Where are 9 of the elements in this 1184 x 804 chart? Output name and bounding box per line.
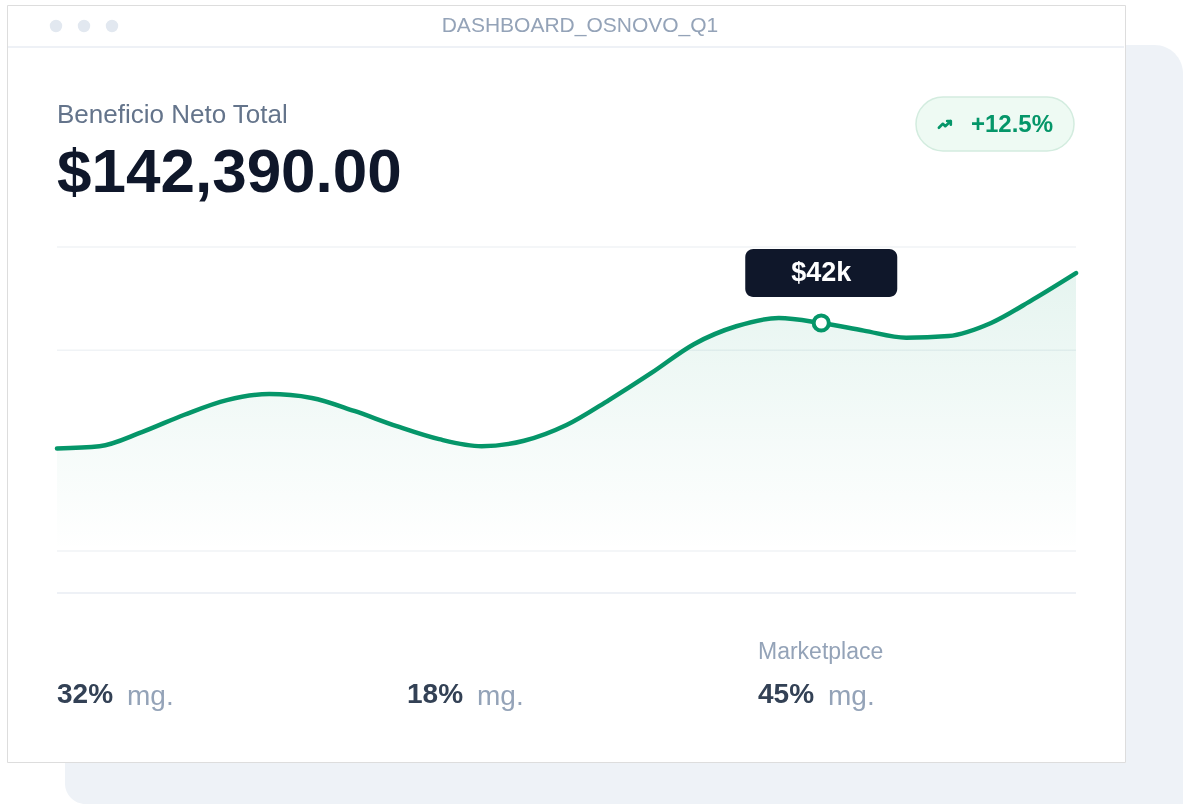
text: Marketplace — [758, 638, 884, 664]
text: 18% mg. — [407, 678, 524, 711]
text: DASHBOARD_OSNOVO_Q1 — [441, 13, 719, 37]
text: 32% mg. — [57, 678, 174, 711]
text: +12.5% — [970, 110, 1054, 137]
data-label: $42k — [791, 257, 853, 287]
chart-subtitle: $142,390.00 — [57, 136, 402, 205]
chart-title: Beneficio Neto Total — [57, 99, 288, 129]
text: 45% mg. — [758, 678, 875, 711]
